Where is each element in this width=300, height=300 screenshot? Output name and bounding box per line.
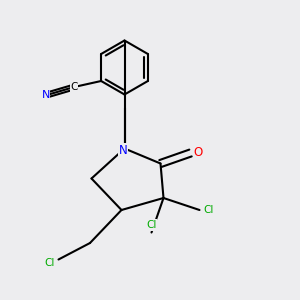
Text: N: N <box>41 89 50 100</box>
Text: Cl: Cl <box>44 257 55 268</box>
Text: N: N <box>118 143 127 157</box>
Text: Cl: Cl <box>203 205 214 215</box>
Text: Cl: Cl <box>146 220 157 230</box>
Text: O: O <box>194 146 202 160</box>
Text: C: C <box>70 82 78 92</box>
